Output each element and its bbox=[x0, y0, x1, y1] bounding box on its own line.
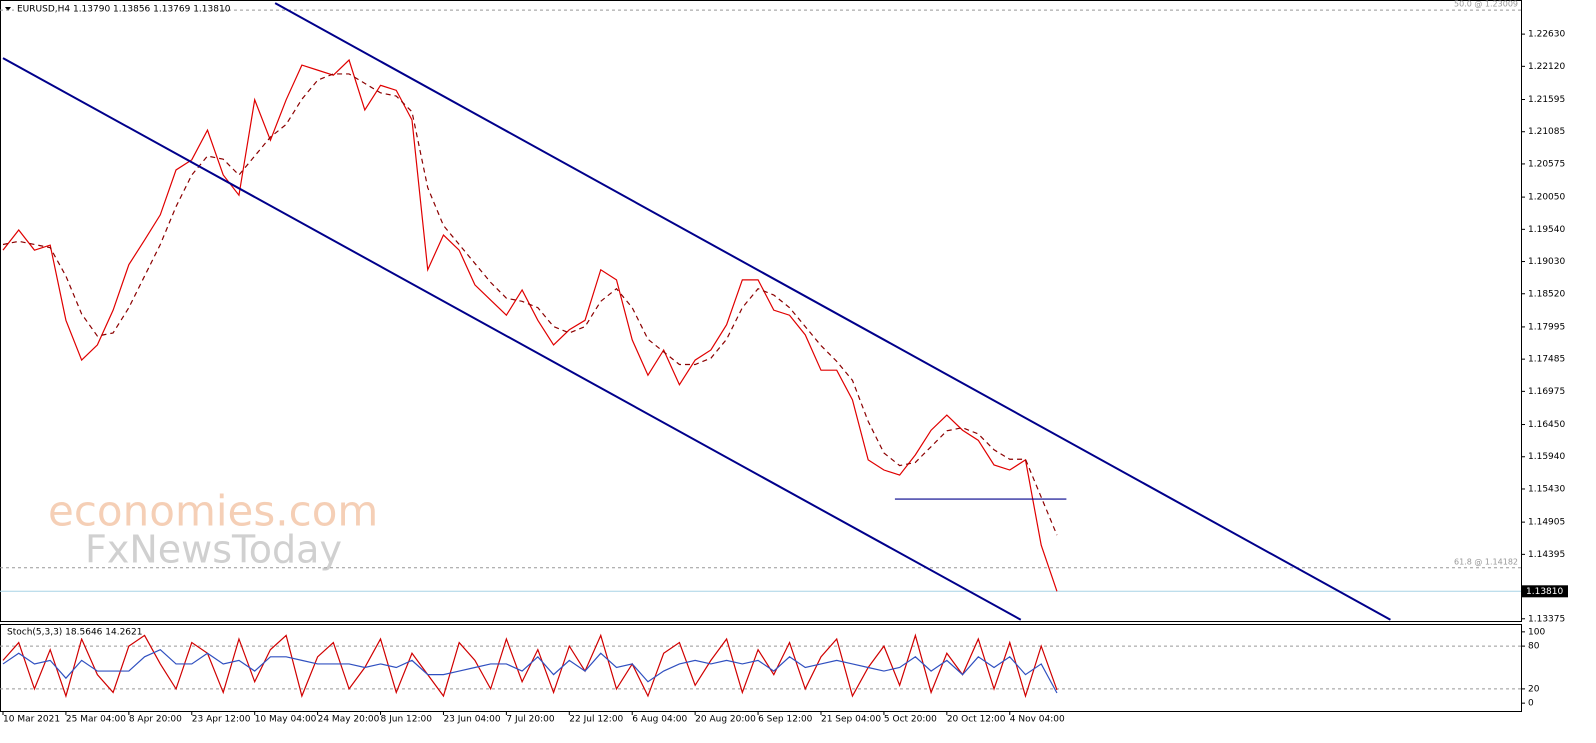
y-tick-label: 1.17485 bbox=[1528, 355, 1565, 365]
x-tick-label: 20 Oct 12:00 bbox=[947, 715, 1006, 725]
current-price-label: 1.13810 bbox=[1526, 587, 1563, 597]
fib-label: 61.8 @ 1.14182 bbox=[1454, 557, 1518, 566]
y-tick-label: 1.16450 bbox=[1528, 420, 1565, 430]
title-bg bbox=[5, 626, 130, 638]
x-tick-label: 23 Apr 12:00 bbox=[192, 715, 251, 725]
y-tick-label: 1.22120 bbox=[1528, 62, 1565, 72]
x-tick-label: 23 Jun 04:00 bbox=[443, 715, 500, 725]
series-line bbox=[2, 73, 1058, 536]
x-tick-label: 5 Oct 20:00 bbox=[884, 715, 937, 725]
y-tick-label: 1.19030 bbox=[1528, 257, 1565, 267]
y-tick-label: 1.20575 bbox=[1528, 159, 1565, 169]
y-tick-label: 1.21085 bbox=[1528, 127, 1565, 137]
y-tick-label: 1.13375 bbox=[1528, 614, 1565, 624]
x-tick-label: 8 Apr 20:00 bbox=[129, 715, 182, 725]
y-tick-label: 1.15940 bbox=[1528, 452, 1565, 462]
x-tick-label: 25 Mar 04:00 bbox=[66, 715, 126, 725]
menu-arrow bbox=[5, 7, 11, 11]
chart-title: EURUSD,H4 1.13790 1.13856 1.13769 1.1381… bbox=[17, 5, 231, 15]
y-tick-label: 1.14395 bbox=[1528, 550, 1565, 560]
y-tick-label: 1.18520 bbox=[1528, 289, 1565, 299]
title-bg bbox=[14, 2, 219, 16]
y-tick-label: 20 bbox=[1528, 684, 1540, 694]
x-tick-label: 21 Sep 04:00 bbox=[821, 715, 881, 725]
trendline bbox=[274, 2, 1391, 621]
x-tick-label: 10 May 04:00 bbox=[255, 715, 317, 725]
y-tick-label: 100 bbox=[1528, 627, 1545, 637]
x-tick-label: 8 Jun 12:00 bbox=[381, 715, 433, 725]
x-tick-label: 6 Sep 12:00 bbox=[758, 715, 813, 725]
x-tick-label: 6 Aug 04:00 bbox=[632, 715, 687, 725]
x-tick-label: 7 Jul 20:00 bbox=[506, 715, 555, 725]
x-tick-label: 22 Jul 12:00 bbox=[569, 715, 623, 725]
series-line bbox=[2, 648, 1058, 694]
y-tick-label: 80 bbox=[1528, 642, 1540, 652]
x-tick-label: 20 Aug 20:00 bbox=[695, 715, 756, 725]
watermark: FxNewsToday bbox=[85, 528, 342, 572]
y-tick-label: 1.20050 bbox=[1528, 193, 1565, 203]
series-line bbox=[2, 633, 1058, 699]
y-tick-label: 1.22630 bbox=[1528, 30, 1565, 40]
y-tick-label: 0 bbox=[1528, 699, 1534, 709]
x-tick-label: 24 May 20:00 bbox=[318, 715, 380, 725]
stoch-panel bbox=[0, 624, 1522, 712]
watermark: economies.com bbox=[48, 487, 378, 536]
y-tick-label: 1.19540 bbox=[1528, 225, 1565, 235]
y-tick-label: 1.16975 bbox=[1528, 387, 1565, 397]
fib-label: 50.0 @ 1.23009 bbox=[1454, 0, 1518, 9]
trendline bbox=[2, 57, 1022, 621]
x-tick-label: 4 Nov 04:00 bbox=[1010, 715, 1065, 725]
stoch-title: Stoch(5,3,3) 18.5646 14.2621 bbox=[7, 628, 142, 638]
y-tick-label: 1.14905 bbox=[1528, 518, 1565, 528]
y-tick-label: 1.21595 bbox=[1528, 95, 1565, 105]
current-price-box bbox=[1522, 585, 1568, 598]
y-tick-label: 1.15430 bbox=[1528, 484, 1565, 494]
y-tick-label: 1.17995 bbox=[1528, 322, 1565, 332]
x-tick-label: 10 Mar 2021 bbox=[3, 715, 60, 725]
